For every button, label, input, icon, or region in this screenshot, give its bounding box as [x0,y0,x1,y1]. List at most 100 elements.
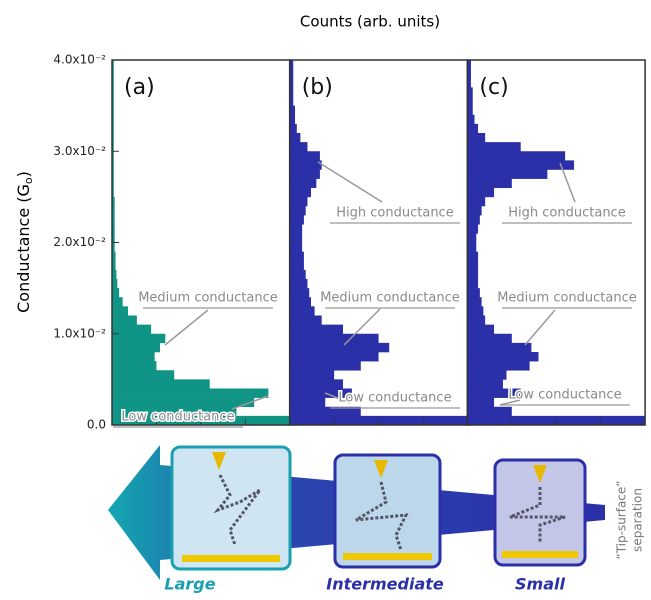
annotation: Medium conductance [497,291,637,306]
histogram-bar [467,279,478,288]
histogram-bar [290,188,311,197]
annotation: High conductance [508,206,625,221]
panel-label: (c) [479,75,508,100]
histogram-bar [290,270,306,279]
histogram-bar [467,288,479,297]
histogram-bar [290,124,297,133]
annotation: Low conductance [121,410,234,425]
histogram-bar [290,133,301,142]
histogram-bar [290,215,304,224]
y-tick-label: 4.0x10⁻² [53,53,106,67]
histogram-bar [467,179,511,188]
histogram-bar [290,224,302,233]
histogram-bar [112,370,174,379]
histogram-bar [290,252,304,261]
junction-box [495,460,585,565]
histogram-bar [290,343,390,352]
histogram-bar [290,379,343,388]
histogram-bar [112,343,160,352]
y-axis-label: Conductance (Go) [14,171,36,313]
histogram-bar [290,206,306,215]
histogram-bar [112,361,156,370]
y-tick-label: 2.0x10⁻² [53,235,106,249]
histogram-bar [290,243,302,252]
histogram-bar [290,279,308,288]
histogram-bar [467,197,485,206]
schematic: Large Intermediate Small “Tip-surface” s… [108,445,645,594]
histogram-bar [467,325,494,334]
histogram-bar [290,106,295,115]
histogram-bar [290,370,334,379]
histogram-bar [290,151,320,160]
histogram-bar [290,170,320,179]
histogram-bar [467,352,538,361]
annotation: Low conductance [508,388,621,403]
histogram-bar [290,261,304,270]
histogram-bar [112,316,137,325]
histogram-bar [112,379,210,388]
panel-label: (a) [124,75,155,100]
annotation-leader [318,162,382,202]
histogram-bar [467,106,472,115]
histogram-bar [467,306,483,315]
annotation-leader [165,310,208,345]
plot: (a) (b) (c) 0.0 1.0x10⁻² 2.0x10⁻² 3.0x10⁻² 4.0x… [53,53,645,432]
histogram-bar [467,398,494,407]
histogram-bar [112,352,155,361]
histogram-bar [467,224,478,233]
histogram-bar [112,389,268,398]
histogram-bar [467,124,478,133]
annotation: Low conductance [338,391,451,406]
histogram-bar [290,306,315,315]
histogram-bar [290,297,311,306]
histogram-bar [290,160,322,169]
junction-box [172,447,290,569]
histogram-bar [290,325,343,334]
y-tick-label: 0.0 [87,418,106,432]
annotation: High conductance [336,206,453,221]
annotation-leader [525,310,555,345]
histogram-bar [290,398,326,407]
histogram-bar [467,243,476,252]
histogram-bar [467,233,476,242]
histogram-bar [290,361,361,370]
y-tick-label: 3.0x10⁻² [53,144,106,158]
histogram-bar [112,398,254,407]
histogram-bar [467,316,485,325]
histogram-bar [467,407,511,416]
histogram-bar [112,288,119,297]
histogram-bar [290,288,310,297]
size-label: Small [515,575,565,594]
junction-box [335,455,440,567]
size-label: Intermediate [326,575,444,594]
histogram-bar [290,316,322,325]
histogram-bar [467,215,479,224]
histogram-bar [467,142,520,151]
histogram-bar [112,279,117,288]
panel-label: (b) [302,75,333,100]
x-axis-label: Counts (arb. units) [300,13,440,31]
histogram-bar [467,379,503,388]
histogram-bar [467,160,574,169]
histogram-bar [467,151,565,160]
y-label-main: Conductance (G [14,184,33,313]
histogram-bar [467,133,485,142]
annotation: Medium conductance [138,291,278,306]
histogram-bar [112,334,165,343]
histogram-bar [467,170,547,179]
histogram-bar [290,352,379,361]
histogram-bar [467,261,478,270]
histogram-bar [290,197,308,206]
histogram-bar [467,87,472,96]
histogram-bar [467,252,478,261]
size-label: Large [164,575,215,594]
histogram-bar [467,206,481,215]
y-tick-label: 1.0x10⁻² [53,326,106,340]
histogram-bar [467,188,494,197]
histogram-bar [467,115,474,124]
histogram-bar [290,115,295,124]
histogram-bar [290,142,308,151]
histogram-bar [290,233,302,242]
histogram-bar [112,325,151,334]
histogram-bar [467,361,529,370]
